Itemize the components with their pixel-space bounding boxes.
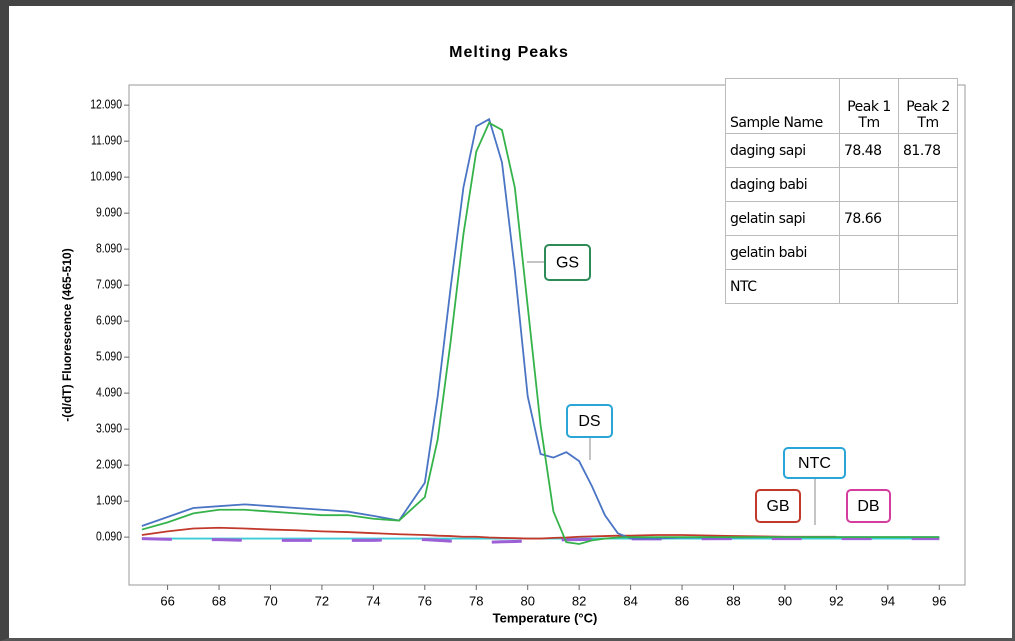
x-tick-label: 80 [520,593,534,608]
y-tick-label: 1.090 [96,494,122,508]
x-tick-label: 90 [778,593,792,608]
y-tick-label: 7.090 [96,278,122,292]
callout-label: NTC [798,455,831,472]
table-cell: 78.66 [839,201,899,236]
table-cell [898,269,958,304]
callout-label: GB [766,498,789,515]
table-cell [839,235,899,270]
y-tick-label: 11.090 [91,134,122,148]
callout-box [544,244,591,281]
x-tick-label: 82 [572,593,586,608]
y-tick-label: 9.090 [96,206,122,220]
x-tick-label: 74 [366,593,380,608]
x-tick-label: 76 [418,593,432,608]
x-tick-label: 72 [315,593,329,608]
table-header: Peak 1 Tm [839,78,899,134]
x-tick-label: 92 [829,593,843,608]
y-tick-label: 5.090 [96,350,122,364]
y-tick-label: 8.090 [96,242,122,256]
callout-label: DB [857,498,879,515]
table-cell: 81.78 [898,133,958,168]
table-header: Peak 2 Tm [898,78,958,134]
y-tick-label: 12.090 [90,98,122,112]
callout-box [846,489,891,523]
table-cell: NTC [725,269,840,304]
table-row: NTC [725,269,958,304]
x-tick-label: 94 [881,593,895,608]
table-row: gelatin babi [725,235,958,270]
table-cell [898,167,958,202]
table-cell: 78.48 [839,133,899,168]
x-tick-label: 88 [726,593,740,608]
table-cell: gelatin babi [725,235,840,270]
x-tick-label: 84 [623,593,637,608]
table-cell [898,235,958,270]
callout-label: DS [578,413,600,430]
callout-box [566,404,613,438]
x-tick-label: 78 [469,593,483,608]
y-tick-label: 0.090 [96,530,122,544]
table-cell [898,201,958,236]
table-header-row: Sample Name Peak 1 Tm Peak 2 Tm [725,78,958,134]
chart-title: Melting Peaks [449,44,569,61]
callout-box [783,447,846,479]
callout-label: GS [556,255,579,272]
y-tick-label: 4.090 [96,386,122,400]
table-cell: gelatin sapi [725,201,840,236]
x-tick-label: 68 [212,593,226,608]
callout-box [755,489,801,523]
x-tick-label: 66 [160,593,174,608]
table-row: daging babi [725,167,958,202]
y-tick-label: 2.090 [96,458,122,472]
table-row: gelatin sapi 78.66 [725,201,958,236]
y-axis-title: -(d/dT) Fluorescence (465-510) [60,248,74,421]
series-line [141,537,940,544]
y-tick-label: 6.090 [96,314,122,328]
x-tick-label: 96 [932,593,946,608]
series-line [141,121,940,545]
table-cell: daging babi [725,167,840,202]
x-tick-label: 86 [675,593,689,608]
peak-table: Sample Name Peak 1 Tm Peak 2 Tm daging sapi… [725,78,958,304]
table-cell [839,269,899,304]
table-cell: daging sapi [725,133,840,168]
table-header: Sample Name [725,78,840,134]
y-tick-label: 3.090 [96,422,122,436]
x-tick-label: 70 [263,593,277,608]
table-row: daging sapi 78.48 81.78 [725,133,958,168]
series-line [141,117,940,540]
series-line [141,526,837,540]
table-cell [839,167,899,202]
x-axis-title: Temperature (°C) [493,610,598,625]
plot-frame [128,84,966,586]
y-tick-label: 10.090 [90,170,122,184]
